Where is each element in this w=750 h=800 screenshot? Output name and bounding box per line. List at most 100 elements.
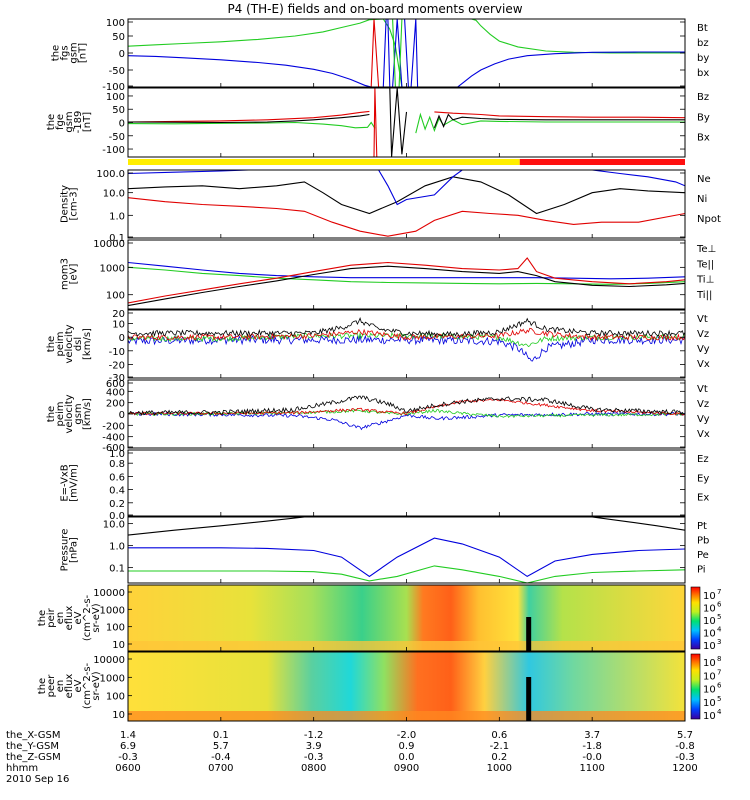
x-axis-row-label: the_Y-GSM [6, 741, 59, 752]
colorbar-tick-label: 10 [703, 685, 716, 696]
y-tick-label: -50 [109, 66, 125, 77]
series-line [128, 265, 685, 307]
series-line [128, 317, 685, 338]
x-axis-value: 5.7 [677, 730, 693, 741]
colorbar-tick-exponent: 7 [717, 588, 721, 596]
y-axis-label: dsl [73, 337, 84, 351]
y-axis-label: [nT] [82, 112, 93, 132]
x-axis-date: 2010 Sep 16 [6, 774, 69, 785]
x-axis-value: 1100 [579, 763, 604, 774]
series-line [128, 257, 685, 304]
y-tick-label: 10000 [93, 655, 125, 666]
chart-title: P4 (TH-E) fields and on-board moments ov… [227, 2, 522, 16]
legend-label: Ex [697, 493, 709, 504]
y-axis-label: sr-eV) [91, 671, 102, 700]
x-axis-value: 0900 [394, 763, 419, 774]
x-axis-value: -0.3 [118, 752, 138, 763]
x-axis-value: -0.8 [675, 741, 695, 752]
series-group [128, 395, 685, 431]
series-group [128, 257, 685, 307]
y-tick-label: 0 [119, 49, 125, 60]
y-axis-label: the [51, 45, 62, 61]
legend-label: Ti|| [696, 290, 712, 301]
y-tick-label: 1000 [100, 605, 125, 616]
colorbar-tick-exponent: 5 [717, 613, 721, 621]
y-axis-label: eV [73, 679, 84, 692]
y-tick-label: 10 [112, 710, 125, 721]
y-tick-label: 1.0 [109, 211, 125, 222]
colorbar-tick-exponent: 6 [717, 682, 722, 690]
series-line [128, 121, 376, 129]
y-axis-label: eflux [64, 606, 75, 631]
series-line [433, 113, 685, 128]
y-tick-label: 0.2 [109, 499, 125, 510]
x-axis-value: 0.2 [491, 752, 507, 763]
y-axis-label: (cm^2-s- [82, 594, 93, 641]
colorbar-tick-exponent: 7 [717, 668, 721, 676]
x-axis-value: 0.1 [213, 730, 229, 741]
y-tick-label: 200 [106, 399, 125, 410]
colorbar [690, 653, 701, 720]
y-tick-label: -600 [102, 443, 125, 454]
series-line [128, 398, 685, 416]
colorbar-tick-exponent: 8 [717, 655, 721, 663]
x-axis-value: 3.7 [584, 730, 600, 741]
x-axis-row-label: the_Z-GSM [6, 752, 61, 763]
colorbar-tick-label: 10 [703, 658, 716, 669]
y-tick-label: 50 [112, 105, 125, 116]
x-axis-row-label: the_X-GSM [6, 730, 60, 741]
colorbar [690, 586, 701, 650]
x-axis-value: 0.9 [399, 741, 415, 752]
y-tick-label: 1000 [100, 673, 125, 684]
series-line [373, 88, 378, 157]
y-axis-label: (cm^2-s- [82, 662, 93, 709]
panel-efield: 1.00.8 0.6 0.4 0.20.0 Ez Ey Ex E=-VxB[mV/m] [60, 449, 710, 522]
y-axis-label: gsm [73, 403, 84, 424]
y-axis-label: mom3 [60, 258, 71, 290]
series-line [471, 19, 685, 54]
y-axis-label: [km/s] [82, 328, 93, 360]
panel-temperature: 10000 1000 100 Te⊥ Te|| Ti⊥ Ti|| mom3[eV] [60, 239, 716, 310]
colorbar-tick-label: 10 [703, 629, 716, 640]
y-axis-label: the [46, 114, 57, 130]
y-axis-label: [mV/m] [69, 464, 80, 502]
series-line [128, 19, 403, 87]
y-tick-label: 1.0 [109, 542, 125, 553]
y-tick-label: 10.0 [103, 520, 125, 531]
y-tick-label: -400 [102, 433, 125, 444]
series-line [128, 55, 372, 87]
y-axis-label: E=-VxB [60, 464, 71, 501]
legend-label: Pb [697, 536, 709, 547]
colorbar-tick-exponent: 6 [717, 601, 722, 609]
y-tick-label: 10.0 [103, 189, 125, 200]
colorbar-tick-label: 10 [703, 591, 716, 602]
y-tick-label: 50 [112, 32, 125, 43]
legend-label: Vy [697, 414, 710, 425]
series-line [389, 88, 408, 157]
panel-frame [127, 239, 686, 310]
y-axis-label: gsm [64, 111, 75, 132]
y-tick-label: 10 [112, 320, 125, 331]
legend-label: by [697, 53, 709, 64]
y-tick-label: 600 [106, 379, 125, 390]
series-group [128, 88, 685, 157]
y-tick-label: 100 [106, 623, 125, 634]
legend-label: Vt [697, 314, 708, 325]
spectrogram-field [128, 652, 685, 721]
legend-label: Vx [697, 359, 710, 370]
y-tick-label: 100 [106, 92, 125, 103]
colorbar-tick-label: 10 [703, 711, 716, 722]
y-tick-label: 0.1 [109, 564, 125, 575]
x-axis-value: -2.0 [397, 730, 417, 741]
y-tick-label: 0 [119, 119, 125, 130]
y-tick-label: -10 [109, 347, 125, 358]
mode-bar-fast-survey [519, 159, 685, 165]
series-line [128, 261, 685, 280]
colorbar-tick-label: 10 [703, 641, 716, 652]
legend-label: Ey [697, 473, 709, 484]
panel-electron_spectrogram: 10000 1000 100 10 thepeerenefluxeV(cm^2-s-sr… [37, 651, 701, 722]
y-axis-label: [nT] [78, 43, 89, 63]
legend-label: Vt [697, 384, 708, 395]
y-axis-label: the [46, 336, 57, 352]
